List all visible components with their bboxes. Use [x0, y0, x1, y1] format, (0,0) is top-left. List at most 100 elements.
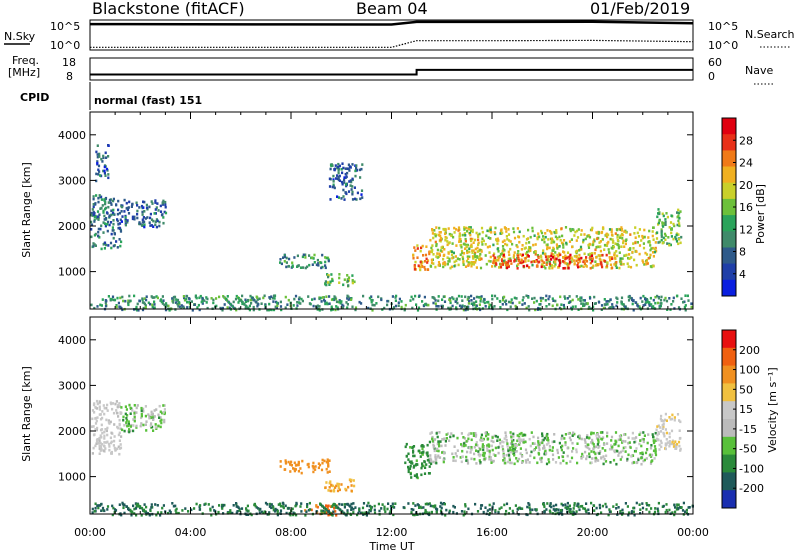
power-cell	[429, 265, 433, 268]
vel-cell	[566, 446, 569, 450]
power-cell	[465, 226, 468, 230]
power-cell	[451, 304, 454, 308]
vel-cell	[613, 443, 616, 446]
vel-cell	[541, 439, 544, 442]
power-cell	[503, 226, 506, 229]
vel-cell	[577, 502, 580, 506]
power-cell	[340, 180, 344, 184]
vel-cell	[352, 508, 355, 511]
power-cell	[515, 297, 518, 300]
power-cell	[337, 171, 340, 175]
power-cell	[459, 240, 462, 243]
power-cell	[665, 212, 668, 215]
vel-cell	[149, 509, 152, 513]
power-cell	[646, 262, 649, 265]
vel-cell	[494, 434, 498, 438]
power-cell	[426, 259, 430, 262]
power-cell	[549, 229, 552, 233]
power-cell	[618, 251, 621, 254]
power-cell	[446, 256, 449, 259]
vel-cell	[96, 426, 99, 430]
power-cell	[533, 296, 536, 300]
vel-cell	[452, 510, 455, 514]
vel-cell	[409, 464, 412, 468]
power-cell	[107, 144, 110, 147]
power-cell	[602, 306, 605, 310]
power-cell	[435, 226, 438, 229]
power-cell	[397, 304, 400, 307]
power-cell	[541, 297, 545, 300]
power-cell	[564, 262, 567, 265]
power-cell	[237, 301, 240, 304]
vel-cell	[417, 504, 420, 507]
vel-cell	[643, 434, 646, 437]
vel-cell	[664, 428, 667, 431]
power-cell	[597, 263, 600, 266]
power-cell	[557, 266, 560, 269]
power-cell	[555, 243, 558, 246]
vel-cell	[127, 422, 130, 426]
power-cell	[109, 221, 113, 224]
power-cell	[90, 211, 93, 215]
power-region-3	[279, 253, 330, 270]
power-colorbar-swatch	[722, 118, 736, 135]
power-cell	[467, 263, 470, 266]
power-cell	[116, 246, 119, 249]
power-cell	[328, 295, 331, 298]
vel-cell	[672, 442, 675, 446]
vel-cell	[133, 419, 136, 423]
vel-cell	[434, 504, 437, 507]
vel-cell	[627, 513, 630, 517]
power-cell	[537, 232, 540, 235]
power-cell	[403, 308, 406, 312]
power-cell	[117, 208, 120, 212]
vel-cell	[502, 454, 506, 457]
vel-cell	[638, 503, 641, 506]
power-cell	[558, 306, 562, 310]
vel-cell	[565, 461, 568, 465]
vel-cell	[361, 506, 365, 510]
vel-cell	[484, 431, 487, 435]
power-cell	[104, 174, 107, 177]
power-cell	[619, 228, 622, 231]
power-cell	[527, 255, 530, 258]
vel-cell	[352, 511, 355, 514]
power-cell	[481, 230, 484, 234]
power-cell	[536, 237, 539, 241]
power-cell	[325, 256, 328, 260]
velocity-colorbar-tick-label: -200	[739, 482, 764, 495]
power-cell	[628, 257, 631, 260]
vel-cell	[612, 505, 615, 508]
vel-cell	[670, 429, 674, 433]
power-cell	[444, 262, 447, 266]
velocity-colorbar-tick-label: -100	[739, 462, 764, 475]
power-cell	[645, 262, 648, 266]
vel-cell	[323, 511, 326, 514]
power-cell	[373, 303, 376, 307]
power-cell	[330, 308, 333, 312]
vel-cell	[290, 460, 293, 464]
power-cell	[165, 304, 168, 307]
power-cell	[260, 302, 263, 305]
power-cell	[672, 300, 675, 303]
vel-cell	[368, 504, 371, 508]
vel-cell	[144, 423, 147, 426]
power-cell	[430, 261, 434, 264]
power-cell	[587, 243, 590, 247]
vel-cell	[150, 410, 153, 414]
power-cell	[451, 242, 454, 245]
vel-cell	[442, 438, 445, 441]
vel-cell	[127, 424, 130, 428]
power-cell	[505, 235, 508, 238]
vel-cell	[658, 443, 661, 447]
power-cell	[658, 219, 661, 223]
vel-cell	[490, 444, 493, 448]
vel-cell	[103, 406, 106, 410]
power-cell	[520, 259, 523, 263]
power-cell	[506, 261, 509, 265]
vel-cell	[103, 509, 106, 513]
power-cell	[297, 297, 301, 301]
vel-cell	[268, 511, 271, 514]
vel-cell	[510, 450, 513, 454]
